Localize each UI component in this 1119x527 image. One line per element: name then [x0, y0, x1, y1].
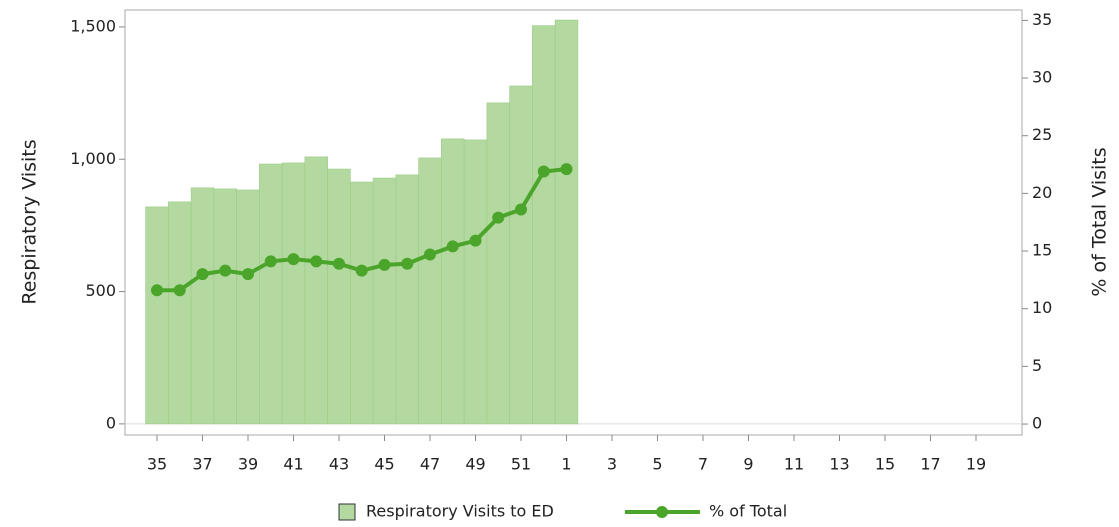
point [219, 264, 232, 277]
legend-label: Respiratory Visits to ED [366, 502, 554, 521]
x-tick-label: 15 [875, 455, 895, 474]
bar [168, 201, 192, 425]
bar [213, 188, 237, 425]
y2-tick-label: 30 [1032, 68, 1052, 87]
point [287, 253, 300, 266]
x-tick-label: 9 [743, 455, 753, 474]
x-tick-label: 45 [374, 455, 394, 474]
x-tick-label: 43 [329, 455, 349, 474]
bar [236, 189, 260, 425]
bar [327, 168, 351, 425]
point [446, 240, 459, 253]
bar [418, 157, 442, 425]
x-tick-label: 7 [698, 455, 708, 474]
x-tick-label: 49 [465, 455, 485, 474]
bar [304, 156, 328, 425]
bar [372, 177, 397, 425]
point [560, 163, 573, 176]
y2-tick-label: 20 [1032, 183, 1052, 202]
point [424, 248, 436, 261]
point [355, 264, 368, 277]
x-tick-label: 5 [652, 455, 662, 474]
bar [486, 102, 510, 425]
y2-axis-title: % of Total Visits [1089, 147, 1111, 296]
point [492, 211, 505, 224]
y2-tick-label: 0 [1032, 414, 1042, 433]
bar [259, 163, 283, 425]
point [310, 255, 323, 268]
x-tick-label: 51 [511, 455, 531, 474]
point [378, 258, 391, 271]
y2-tick-label: 15 [1032, 241, 1052, 260]
y-tick-label: 1,000 [70, 149, 116, 168]
y-axis-title: Respiratory Visits [19, 139, 41, 304]
x-tick-label: 3 [607, 455, 617, 474]
x-tick-label: 1 [561, 455, 571, 474]
legend-swatch [656, 506, 668, 518]
x-tick-label: 39 [238, 455, 258, 474]
x-tick-label: 19 [966, 455, 986, 474]
y2-tick-label: 25 [1032, 125, 1052, 144]
legend-swatch [338, 503, 356, 521]
bar [463, 139, 488, 425]
point [333, 257, 345, 270]
bar [395, 174, 419, 425]
point [537, 165, 550, 178]
point [264, 255, 277, 268]
bar [532, 25, 556, 425]
point [242, 268, 254, 281]
bar [350, 181, 374, 425]
point [151, 284, 163, 297]
y-tick-label: 1,500 [70, 16, 116, 35]
bar [441, 138, 465, 425]
x-tick-label: 17 [920, 455, 940, 474]
x-tick-label: 41 [283, 455, 303, 474]
y2-tick-label: 35 [1032, 10, 1052, 29]
bar [145, 206, 169, 425]
bar [190, 187, 215, 425]
point [401, 257, 414, 270]
bar [554, 19, 579, 425]
x-tick-label: 37 [192, 455, 212, 474]
point [173, 284, 186, 297]
legend-label: % of Total [709, 502, 787, 521]
x-tick-label: 35 [147, 455, 167, 474]
bar [509, 85, 533, 425]
point [469, 234, 482, 247]
plot-frame [124, 9, 1023, 436]
y-tick-label: 500 [85, 281, 116, 300]
bar [281, 162, 306, 425]
y2-tick-label: 10 [1032, 298, 1052, 317]
x-tick-label: 13 [829, 455, 849, 474]
point [196, 268, 209, 281]
y-tick-label: 0 [106, 413, 116, 432]
point [515, 203, 527, 216]
x-tick-label: 11 [784, 455, 804, 474]
x-tick-label: 47 [420, 455, 440, 474]
y2-tick-label: 5 [1032, 356, 1042, 375]
